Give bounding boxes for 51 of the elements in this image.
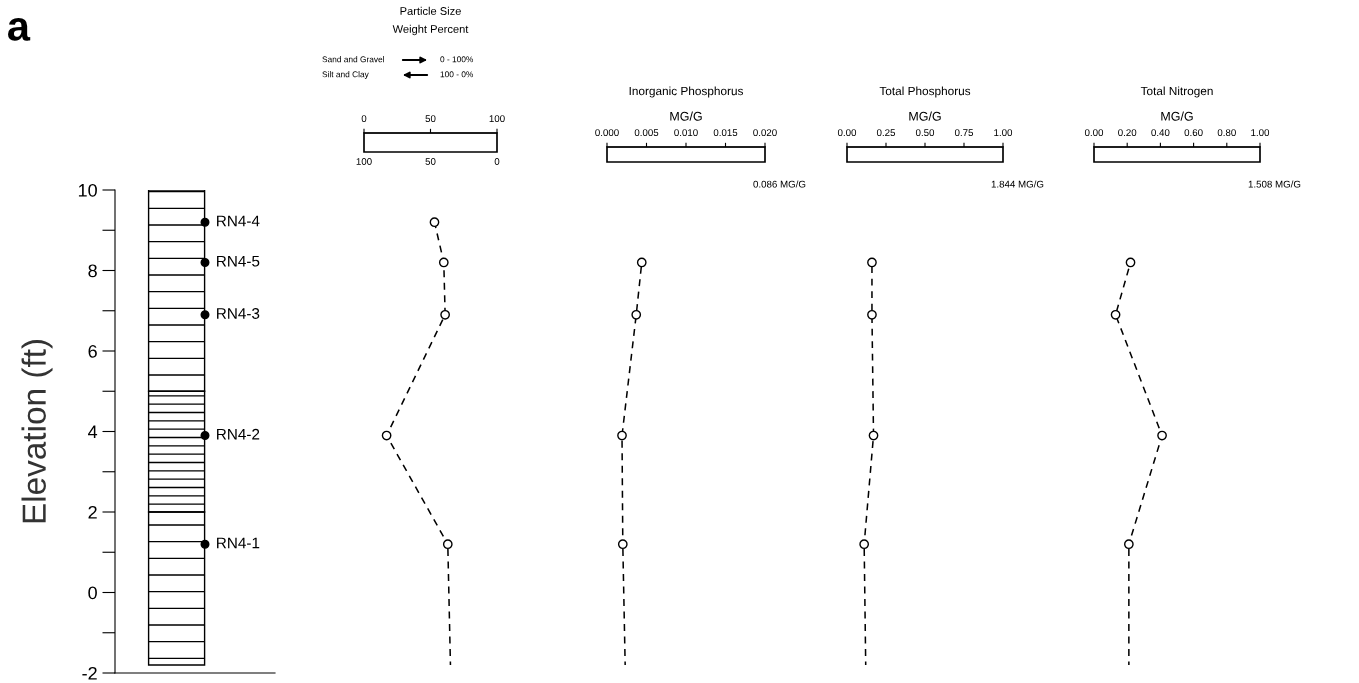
x-axis-title: MG/G xyxy=(670,111,702,121)
chart-title: Inorganic Phosphorus xyxy=(629,86,743,98)
x-tick-label: 1.00 xyxy=(1251,129,1270,137)
annotation: RN4-1 xyxy=(217,537,260,549)
x-axis-title: MG/G xyxy=(909,111,941,121)
x-tick-label: 0.75 xyxy=(954,129,974,137)
x-tick-label: 50 xyxy=(425,115,436,123)
x-tick-label: 0.50 xyxy=(915,129,935,137)
y-tick-label: 10 xyxy=(78,183,97,197)
x-tick-label: 0.015 xyxy=(713,129,738,137)
chart-title: Total Nitrogen xyxy=(1140,86,1213,98)
x-tick-label: 0.80 xyxy=(1217,129,1236,137)
annotation: RN4-3 xyxy=(217,308,260,319)
annotation: RN4-2 xyxy=(217,428,260,440)
text: Sand and Gravel xyxy=(322,56,384,63)
y-tick-label: 8 xyxy=(88,264,97,278)
x-tick-label: 1.00 xyxy=(994,129,1013,137)
annotation: RN4-5 xyxy=(217,255,260,267)
x-axis-title: MG/G xyxy=(1161,111,1193,121)
y-tick-label: 2 xyxy=(88,505,97,519)
x-tick-label: 0.000 xyxy=(595,129,619,137)
x-tick-label: 0.00 xyxy=(837,129,857,137)
annotation: RN4-4 xyxy=(217,215,260,227)
chart-title: Total Phosphorus xyxy=(879,86,971,98)
x-tick-label: 0.005 xyxy=(634,129,659,137)
y-tick-label: -2 xyxy=(82,666,97,680)
x2-tick-label: 100 xyxy=(356,158,372,165)
text: 100 - 0% xyxy=(440,71,474,78)
x-tick-label: 0.020 xyxy=(753,129,777,137)
text: Silt and Clay xyxy=(322,71,369,79)
y-axis-title: Elevation (ft) xyxy=(21,340,53,523)
chart-title: Particle Size xyxy=(400,6,461,15)
text: 1.844 MG/G xyxy=(991,180,1044,188)
x-tick-label: 0.00 xyxy=(1084,129,1104,137)
x-tick-label: 0.60 xyxy=(1184,129,1203,137)
chart-subtitle: Weight Percent xyxy=(392,24,469,36)
x-tick-label: 0.40 xyxy=(1151,129,1170,137)
x2-tick-label: 50 xyxy=(425,158,436,165)
text: a xyxy=(8,18,31,41)
y-tick-label: 6 xyxy=(88,344,97,358)
x-tick-label: 0.25 xyxy=(876,129,896,137)
x-tick-label: 0.20 xyxy=(1118,129,1137,137)
y-tick-label: 4 xyxy=(88,425,98,439)
y-tick-label: 0 xyxy=(88,586,97,600)
text: 0.086 MG/G xyxy=(753,180,806,188)
text: 1.508 MG/G xyxy=(1248,180,1301,188)
x-tick-label: 100 xyxy=(489,115,505,123)
x-tick-label: 0 xyxy=(361,115,367,123)
x2-tick-label: 0 xyxy=(494,158,500,165)
text: 0 - 100% xyxy=(440,56,474,63)
x-tick-label: 0.010 xyxy=(674,129,698,137)
